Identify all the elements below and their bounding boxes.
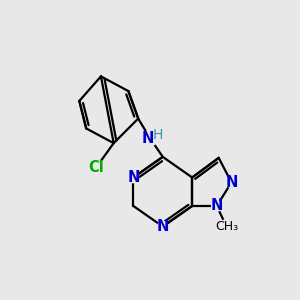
Circle shape: [226, 177, 237, 188]
Circle shape: [142, 130, 158, 146]
Text: N: N: [211, 198, 223, 213]
Circle shape: [158, 221, 168, 232]
Circle shape: [128, 172, 139, 183]
Text: N: N: [225, 175, 238, 190]
Circle shape: [220, 220, 233, 233]
Circle shape: [89, 161, 103, 175]
Text: N: N: [157, 219, 169, 234]
Text: CH₃: CH₃: [215, 220, 238, 233]
Text: N: N: [142, 131, 154, 146]
Text: N: N: [127, 170, 140, 185]
Text: Cl: Cl: [88, 160, 104, 175]
Text: H: H: [152, 128, 163, 142]
Circle shape: [212, 201, 222, 211]
